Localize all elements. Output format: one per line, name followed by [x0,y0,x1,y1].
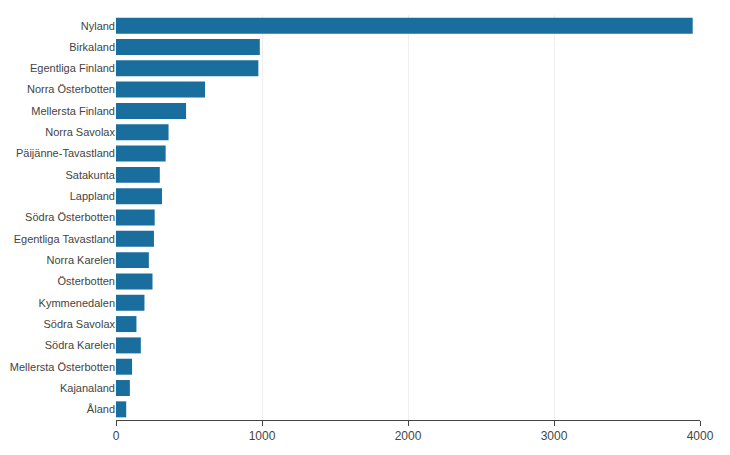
svg-text:4000: 4000 [687,429,714,443]
svg-text:Mellersta Österbotten: Mellersta Österbotten [10,361,115,373]
svg-text:Egentliga Finland: Egentliga Finland [30,62,115,74]
svg-text:Åland: Åland [87,403,115,415]
svg-text:Päijänne-Tavastland: Päijänne-Tavastland [16,147,115,159]
svg-text:3000: 3000 [541,429,568,443]
svg-text:Kajanaland: Kajanaland [60,382,115,394]
svg-text:Södra Savolax: Södra Savolax [43,318,115,330]
svg-text:Egentliga Tavastland: Egentliga Tavastland [14,233,115,245]
svg-text:Norra Savolax: Norra Savolax [45,126,115,138]
svg-text:Birkaland: Birkaland [69,41,115,53]
svg-text:1000: 1000 [249,429,276,443]
svg-text:Kymmenedalen: Kymmenedalen [39,297,115,309]
svg-text:Nyland: Nyland [81,20,115,32]
svg-text:Norra Karelen: Norra Karelen [47,254,115,266]
svg-text:Satakunta: Satakunta [65,169,115,181]
svg-text:2000: 2000 [395,429,422,443]
svg-text:Södra Karelen: Södra Karelen [45,339,115,351]
svg-text:Lappland: Lappland [70,190,115,202]
svg-text:Mellersta Finland: Mellersta Finland [31,105,115,117]
svg-text:Österbotten: Österbotten [58,275,115,287]
svg-text:Norra Österbotten: Norra Österbotten [27,83,115,95]
svg-text:0: 0 [113,429,120,443]
svg-text:Södra Österbotten: Södra Österbotten [25,211,115,223]
